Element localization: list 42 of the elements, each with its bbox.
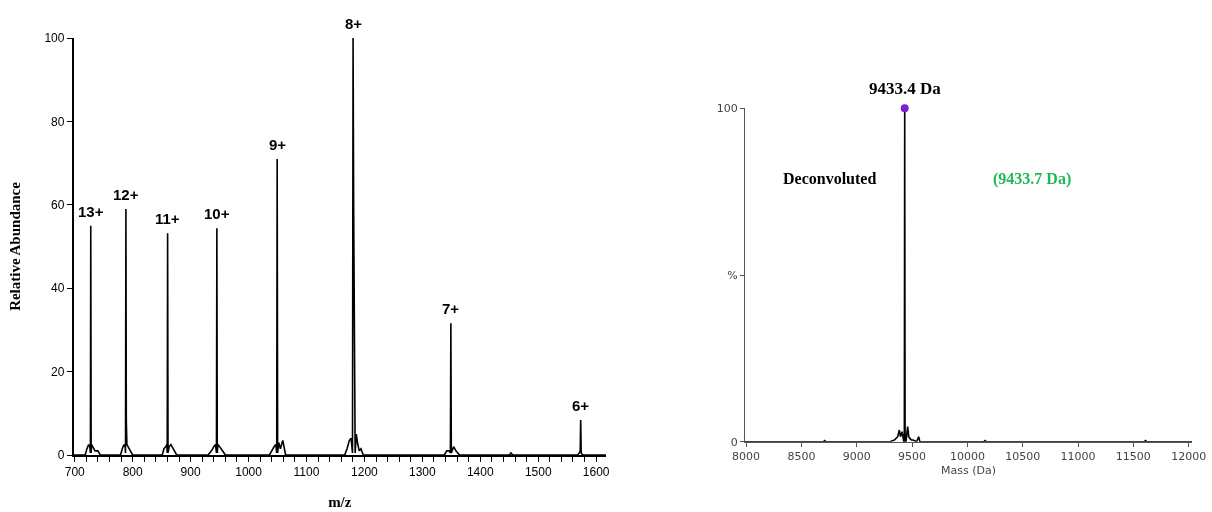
x-tick-label: 1500 [524, 465, 552, 480]
y-tick-label: 100 [44, 31, 65, 46]
y-tick-label: % [727, 268, 738, 282]
x-tick-label: 1600 [582, 465, 610, 480]
x-tick-label: 12000 [1171, 450, 1207, 463]
y-tick-label: 20 [51, 364, 65, 379]
x-tick-label: 1300 [409, 465, 437, 480]
x-tick-label: 8000 [732, 450, 761, 463]
x-tick-label: 11000 [1060, 450, 1096, 463]
annotation: 9433.4 Da [869, 79, 942, 98]
annotation: Deconvoluted [783, 170, 877, 187]
x-axis-title: m/z [328, 493, 352, 510]
x-tick-label: 11500 [1115, 450, 1151, 463]
y-tick-label: 100 [716, 102, 738, 116]
y-axis-title: Relative Abundance [7, 181, 24, 311]
x-tick-label: 9000 [842, 450, 871, 463]
x-tick-label: 8500 [787, 450, 816, 463]
x-tick-label: 9500 [898, 450, 927, 463]
x-tick-label: 10000 [949, 450, 985, 463]
annotation: 7+ [442, 300, 460, 317]
x-tick-label: 800 [122, 465, 144, 480]
x-tick-label: 900 [180, 465, 201, 480]
x-tick-label: 1100 [293, 465, 320, 480]
annotation: (9433.7 Da) [993, 170, 1072, 188]
x-tick-label: 1000 [235, 465, 263, 480]
y-tick-label: 60 [51, 198, 65, 212]
x-axis-title: Mass (Da) [941, 464, 996, 478]
y-tick-label: 80 [51, 114, 65, 129]
y-tick-label: 0 [57, 448, 65, 463]
x-tick-label: 1400 [466, 465, 494, 480]
annotation: 11+ [155, 210, 180, 227]
x-tick-label: 1200 [351, 465, 379, 480]
annotation: 10+ [204, 205, 230, 222]
x-tick-label: 10500 [1005, 450, 1041, 463]
annotation: 6+ [572, 397, 590, 414]
x-tick-label: 700 [64, 465, 86, 480]
y-tick-label: 40 [51, 281, 65, 296]
annotation: 12+ [113, 186, 139, 203]
annotation: 8+ [345, 15, 363, 32]
annotation: 9+ [269, 136, 287, 153]
y-tick-label: 0 [730, 435, 738, 449]
annotation: 13+ [78, 203, 104, 220]
